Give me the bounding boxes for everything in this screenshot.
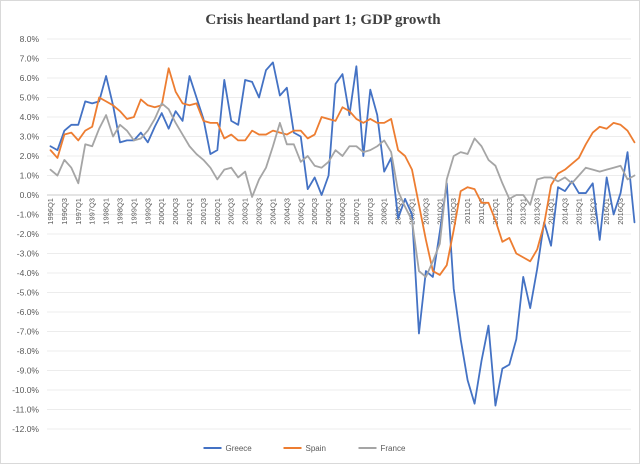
x-tick-label: 2011Q3 [477, 198, 486, 224]
y-tick-label: 6.0% [20, 73, 40, 83]
y-tick-label: -1.0% [17, 210, 40, 220]
x-tick-label: 2013Q3 [533, 198, 542, 225]
y-tick-label: -9.0% [17, 366, 40, 376]
series-line-spain [49, 67, 636, 276]
y-tick-label: -3.0% [17, 249, 40, 259]
x-tick-label: 2014Q1 [547, 198, 556, 225]
y-tick-label: -11.0% [13, 405, 40, 415]
x-tick-label: 2002Q1 [213, 198, 222, 225]
x-tick-label: 2015Q1 [574, 198, 583, 225]
y-tick-label: 0.0% [20, 190, 40, 200]
x-tick-label: 1996Q3 [60, 198, 69, 225]
x-tick-label: 2000Q3 [171, 198, 180, 225]
x-tick-label: 2014Q3 [560, 198, 569, 225]
y-tick-label: -6.0% [17, 307, 40, 317]
x-tick-label: 2013Q1 [519, 198, 528, 225]
y-tick-label: -12.0% [12, 424, 39, 434]
x-tick-label: 2002Q3 [227, 198, 236, 225]
x-axis-tick-labels: 1996Q1 1996Q3 1997Q1 1997Q3 1998Q1 1998Q3 1999… [46, 198, 625, 225]
x-tick-label: 2005Q3 [310, 198, 319, 225]
y-tick-label: 3.0% [20, 132, 40, 142]
y-tick-label: 2.0% [20, 151, 40, 161]
y-tick-label: 5.0% [20, 93, 40, 103]
x-tick-label: 2016Q1 [602, 198, 611, 225]
x-tick-label: 2010Q3 [449, 198, 458, 225]
legend: Greece Spain France [203, 444, 406, 453]
y-tick-label: 4.0% [20, 112, 40, 122]
legend-label-greece: Greece [226, 444, 253, 453]
x-tick-label: 2008Q1 [380, 198, 389, 225]
chart-title: Crisis heartland part 1; GDP growth [205, 12, 441, 28]
legend-label-spain: Spain [306, 444, 326, 453]
y-tick-label: -8.0% [17, 346, 40, 356]
x-tick-label: 2007Q3 [366, 198, 375, 225]
x-tick-label: 2009Q3 [421, 198, 430, 225]
gridlines [47, 38, 631, 430]
x-tick-label: 1998Q1 [102, 198, 111, 225]
y-axis-tick-labels: 8.0% 7.0% 6.0% 5.0% 4.0% 3.0% 2.0% 1.0% 0.0% -1.0… [12, 34, 39, 434]
x-tick-label: 1997Q1 [74, 198, 83, 225]
x-tick-label: 1996Q1 [46, 198, 55, 225]
x-tick-label: 2004Q3 [282, 198, 291, 225]
x-tick-label: 2007Q1 [352, 198, 361, 225]
y-tick-label: -10.0% [12, 385, 39, 395]
x-tick-label: 1999Q3 [143, 198, 152, 225]
x-tick-label: 2003Q3 [255, 198, 264, 225]
x-tick-label: 2009Q1 [408, 198, 417, 225]
series-line-greece [49, 61, 636, 407]
series-lines [49, 61, 636, 407]
y-tick-label: 7.0% [20, 54, 40, 64]
y-tick-label: -7.0% [17, 327, 40, 337]
x-tick-label: 2015Q3 [588, 198, 597, 225]
x-tick-label: 1997Q3 [88, 198, 97, 225]
x-tick-label: 2003Q1 [241, 198, 250, 225]
x-tick-label: 2012Q3 [505, 198, 514, 225]
y-tick-label: 1.0% [20, 171, 40, 181]
x-tick-label: 2004Q1 [268, 198, 277, 225]
x-tick-label: 2005Q1 [296, 198, 305, 225]
y-tick-label: -5.0% [17, 288, 40, 298]
x-tick-label: 1999Q1 [129, 198, 138, 225]
x-tick-label: 2006Q1 [324, 198, 333, 225]
x-tick-label: 2001Q1 [185, 198, 194, 225]
series-line-france [49, 102, 636, 278]
y-tick-label: -4.0% [17, 268, 40, 278]
x-tick-label: 2012Q1 [491, 198, 500, 225]
legend-label-france: France [381, 444, 406, 453]
x-tick-label: 2016Q3 [616, 198, 625, 225]
x-tick-label: 2006Q3 [338, 198, 347, 225]
x-tick-label: 1998Q3 [116, 198, 125, 225]
y-tick-label: -2.0% [17, 229, 40, 239]
x-tick-label: 2001Q3 [199, 198, 208, 225]
x-tick-label: 2011Q1 [463, 198, 472, 224]
x-tick-label: 2010Q1 [435, 198, 444, 225]
x-tick-label: 2000Q1 [157, 198, 166, 225]
y-tick-label: 8.0% [20, 34, 40, 44]
